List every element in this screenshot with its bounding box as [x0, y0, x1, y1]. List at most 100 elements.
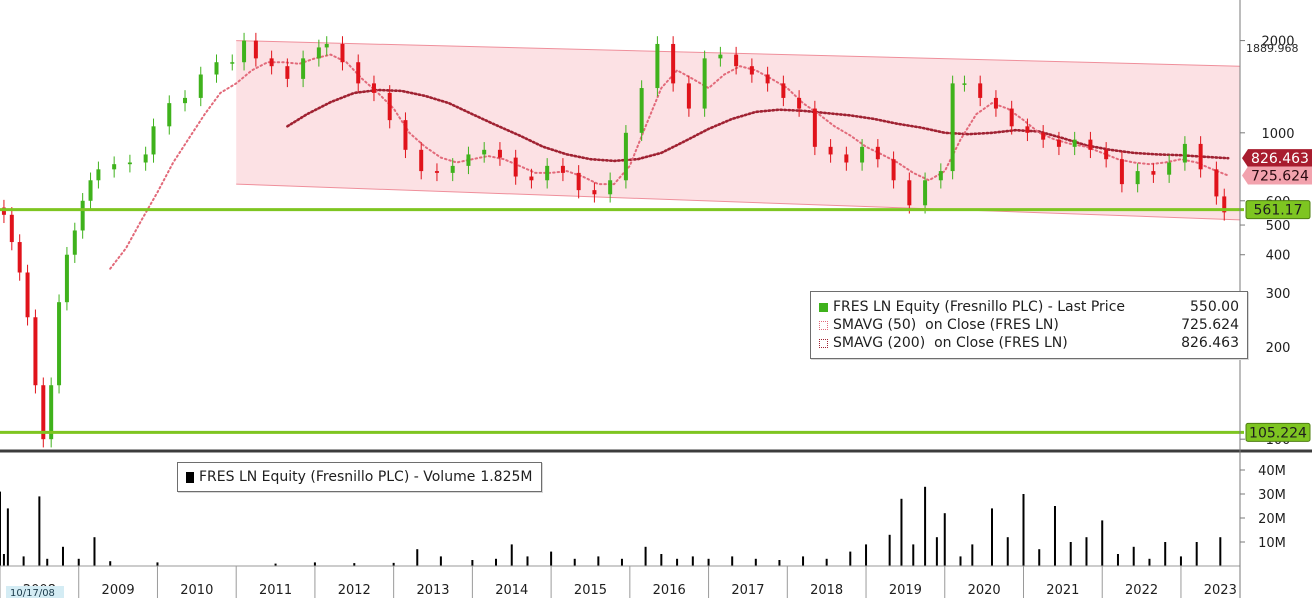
volume-bar	[959, 556, 962, 566]
x-tick-label-2012: 2012	[338, 583, 371, 598]
candle-body	[57, 302, 62, 386]
candle-body	[529, 176, 534, 181]
volume-bar	[416, 549, 419, 566]
candle-body	[1056, 139, 1061, 147]
support-tag-bg-2	[1245, 422, 1311, 442]
candle-body	[1198, 143, 1203, 170]
x-tick-label-2022: 2022	[1125, 583, 1158, 598]
legend-row-sma200: SMAVG (200) on Close (FRES LN) 826.463	[819, 334, 1239, 352]
volume-bar	[943, 513, 946, 566]
candle-body	[639, 88, 644, 133]
candle-body	[25, 272, 30, 318]
volume-bar	[1022, 494, 1025, 566]
candle-body	[993, 97, 998, 109]
candle-body	[371, 83, 376, 93]
candle-body	[33, 317, 38, 386]
volume-bar	[691, 556, 694, 566]
volume-bar	[597, 556, 600, 566]
candle-body	[1009, 108, 1014, 127]
candle-body	[1104, 149, 1109, 160]
volume-bar	[1132, 546, 1135, 566]
candle-body	[1151, 171, 1156, 175]
candle-body	[1088, 139, 1093, 150]
candle-body	[151, 126, 156, 155]
legend-label-volume: FRES LN Equity (Fresnillo PLC) - Volume	[199, 469, 476, 485]
volume-bar	[676, 558, 679, 566]
volume-bar	[754, 558, 757, 566]
volume-bar	[38, 496, 41, 566]
volume-bar	[22, 556, 25, 566]
volume-bar	[495, 558, 497, 566]
candle-body	[797, 97, 802, 109]
x-tick-label-2020: 2020	[968, 583, 1001, 598]
volume-bar	[900, 498, 903, 566]
candle-body	[253, 40, 258, 59]
legend-value-sma50: 725.624	[1181, 317, 1239, 333]
candle-body	[112, 164, 117, 170]
candle-body	[923, 180, 928, 206]
volume-bar	[644, 546, 647, 566]
legend-label-sma200: SMAVG (200) on Close (FRES LN)	[833, 335, 1068, 351]
volume-bar	[620, 558, 623, 566]
candle-body	[671, 43, 676, 84]
candle-body	[718, 54, 723, 59]
volume-bar	[991, 508, 993, 566]
volume-bar	[510, 544, 513, 566]
candle-body	[230, 62, 235, 64]
candle-body	[907, 180, 912, 206]
candle-body	[765, 74, 770, 84]
volume-bar	[778, 560, 781, 566]
volume-bar	[274, 563, 277, 566]
volume-bar	[61, 546, 64, 566]
support-tag-label-2: 105.224	[1249, 425, 1307, 441]
volume-bar	[1085, 537, 1088, 566]
x-tick-label-2013: 2013	[416, 583, 449, 598]
trend-channel-lower-line	[236, 183, 1241, 221]
candle-body	[49, 385, 54, 440]
candle-body	[72, 230, 77, 255]
candle-body	[1072, 139, 1077, 147]
volume-bar	[46, 558, 49, 566]
volume-tick-label-10M: 10M	[1258, 536, 1286, 551]
candle-body	[64, 254, 69, 303]
candle-body	[655, 43, 660, 89]
legend-row-volume: FRES LN Equity (Fresnillo PLC) - Volume …	[186, 468, 533, 486]
candle-body	[545, 165, 550, 181]
volume-bar	[1038, 549, 1041, 566]
volume-bar	[912, 544, 915, 566]
volume-tick-label-30M: 30M	[1258, 488, 1286, 503]
start-date-label-bg	[6, 586, 64, 598]
x-tick-label-2015: 2015	[574, 583, 607, 598]
volume-bar	[849, 551, 852, 566]
volume-bar	[707, 558, 710, 566]
volume-bar	[526, 556, 529, 566]
candle-body	[560, 165, 565, 173]
volume-bar	[0, 491, 1, 566]
volume-bar	[6, 508, 9, 566]
x-tick-label-2014: 2014	[495, 583, 528, 598]
volume-bar	[550, 551, 553, 566]
volume-bar	[2, 554, 5, 566]
legend-swatch-volume	[186, 471, 194, 483]
x-tick-label-2010: 2010	[180, 583, 213, 598]
volume-tick-label-20M: 20M	[1258, 512, 1286, 527]
x-tick-label-2021: 2021	[1046, 583, 1079, 598]
candle-body	[592, 190, 597, 195]
volume-bar	[802, 556, 805, 566]
volume-bar	[156, 562, 159, 566]
volume-bar	[353, 563, 356, 566]
candle-body	[88, 180, 93, 201]
candle-body	[686, 83, 691, 109]
candle-body	[242, 40, 247, 63]
candle-body	[891, 159, 896, 181]
candle-body	[167, 103, 172, 127]
legend-value-sma200: 826.463	[1181, 335, 1239, 351]
candle-body	[844, 154, 849, 163]
legend-swatch-price	[819, 302, 828, 312]
volume-bar	[93, 537, 96, 566]
volume-bar	[392, 562, 395, 566]
volume-bar	[825, 558, 828, 566]
volume-bar	[935, 537, 938, 566]
volume-bar	[439, 556, 442, 566]
candle-body	[403, 120, 408, 150]
